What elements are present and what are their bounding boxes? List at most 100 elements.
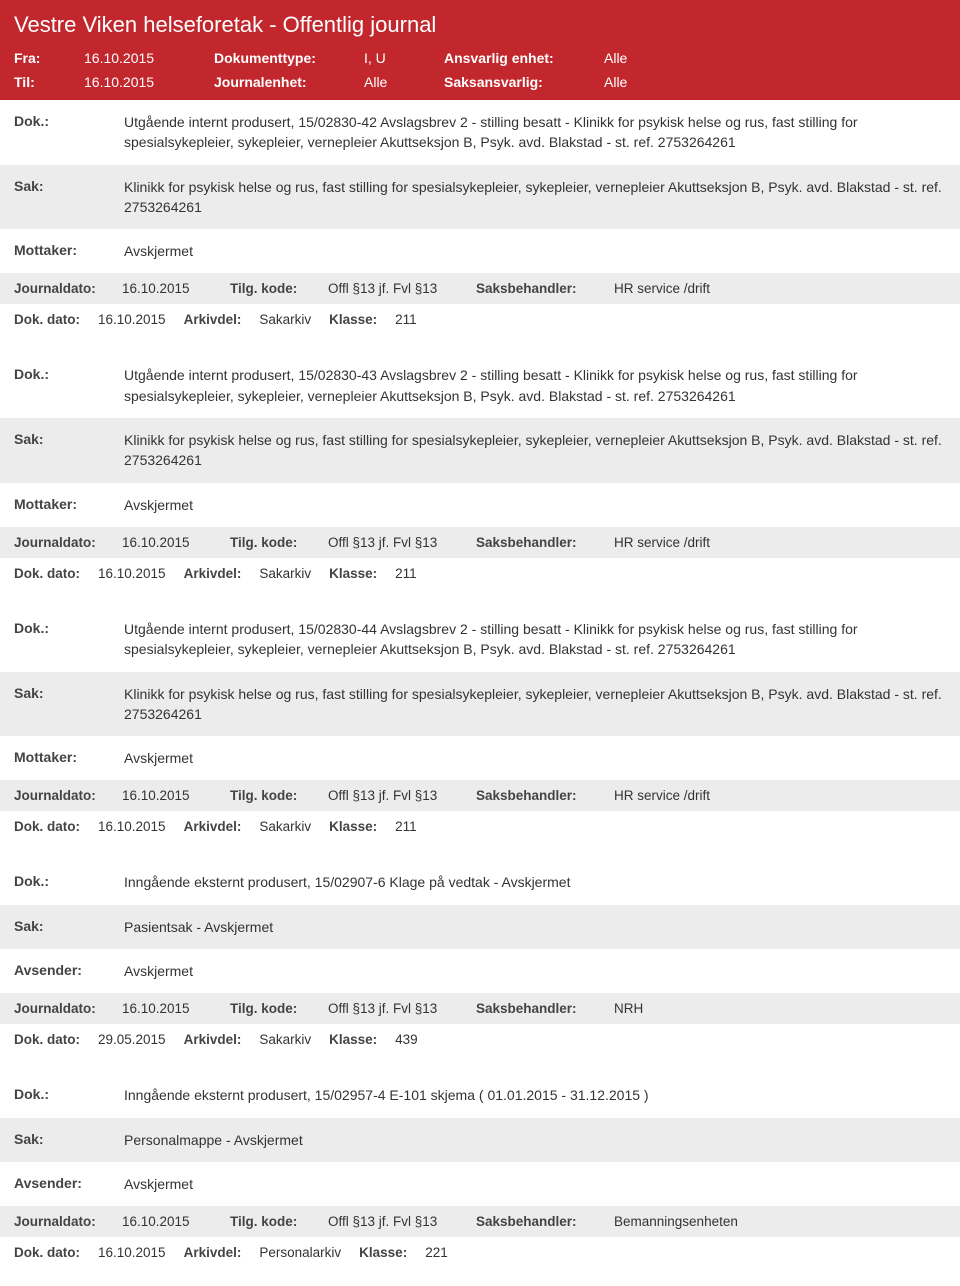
dokdato-label: Dok. dato: (14, 566, 80, 581)
journaldato-label: Journaldato: (14, 1001, 104, 1016)
dok-value: Utgående internt produsert, 15/02830-43 … (124, 365, 946, 406)
dokdato-row: Dok. dato: 16.10.2015 Arkivdel: Personal… (0, 1237, 960, 1268)
arkivdel-value: Sakarkiv (259, 819, 311, 834)
party-value: Avskjermet (124, 241, 946, 261)
dok-label: Dok.: (14, 365, 124, 382)
ansvarlig-value: Alle (604, 50, 627, 66)
saksansvarlig-label: Saksansvarlig: (444, 74, 604, 90)
fra-label: Fra: (14, 50, 84, 66)
dokdato-value: 16.10.2015 (98, 819, 166, 834)
meta-row-1: Fra: 16.10.2015 Dokumenttype: I, U Ansva… (0, 46, 960, 70)
arkivdel-value: Sakarkiv (259, 1032, 311, 1047)
party-label: Avsender: (14, 1174, 124, 1191)
tilgkode-label: Tilg. kode: (230, 788, 310, 803)
journaldato-value: 16.10.2015 (122, 1214, 212, 1229)
dok-value: Utgående internt produsert, 15/02830-44 … (124, 619, 946, 660)
sak-label: Sak: (14, 430, 124, 447)
saksbeh-label: Saksbehandler: (476, 1214, 596, 1229)
dokdato-value: 16.10.2015 (98, 312, 166, 327)
tilgkode-label: Tilg. kode: (230, 1001, 310, 1016)
arkivdel-value: Personalarkiv (259, 1245, 341, 1260)
dok-value: Utgående internt produsert, 15/02830-42 … (124, 112, 946, 153)
meta-row-2: Til: 16.10.2015 Journalenhet: Alle Saksa… (0, 70, 960, 94)
journaldato-value: 16.10.2015 (122, 281, 212, 296)
saksbeh-label: Saksbehandler: (476, 281, 596, 296)
journalenhet-value: Alle (364, 74, 444, 90)
dok-label: Dok.: (14, 112, 124, 129)
journaldato-value: 16.10.2015 (122, 788, 212, 803)
dok-value: Inngående eksternt produsert, 15/02907-6… (124, 872, 946, 892)
party-label: Avsender: (14, 961, 124, 978)
klasse-value: 211 (395, 312, 417, 327)
klasse-label: Klasse: (359, 1245, 407, 1260)
journaldato-label: Journaldato: (14, 1214, 104, 1229)
arkivdel-label: Arkivdel: (184, 312, 242, 327)
saksbeh-value: Bemanningsenheten (614, 1214, 738, 1229)
journal-row: Journaldato: 16.10.2015 Tilg. kode: Offl… (0, 527, 960, 558)
dokdato-row: Dok. dato: 16.10.2015 Arkivdel: Sakarkiv… (0, 558, 960, 589)
arkivdel-value: Sakarkiv (259, 312, 311, 327)
klasse-value: 439 (395, 1032, 418, 1047)
saksbeh-value: NRH (614, 1001, 643, 1016)
dok-label: Dok.: (14, 872, 124, 889)
sak-value: Klinikk for psykisk helse og rus, fast s… (124, 430, 946, 471)
arkivdel-label: Arkivdel: (184, 1032, 242, 1047)
dokdato-label: Dok. dato: (14, 1032, 80, 1047)
tilgkode-value: Offl §13 jf. Fvl §13 (328, 535, 458, 550)
journal-entry: Dok.: Utgående internt produsert, 15/028… (0, 607, 960, 842)
journalenhet-label: Journalenhet: (214, 74, 364, 90)
saksbeh-label: Saksbehandler: (476, 788, 596, 803)
arkivdel-label: Arkivdel: (184, 819, 242, 834)
sak-label: Sak: (14, 684, 124, 701)
journal-row: Journaldato: 16.10.2015 Tilg. kode: Offl… (0, 780, 960, 811)
tilgkode-label: Tilg. kode: (230, 281, 310, 296)
tilgkode-label: Tilg. kode: (230, 535, 310, 550)
til-value: 16.10.2015 (84, 74, 214, 90)
journaldato-value: 16.10.2015 (122, 1001, 212, 1016)
saksbeh-label: Saksbehandler: (476, 1001, 596, 1016)
journaldato-value: 16.10.2015 (122, 535, 212, 550)
journaldato-label: Journaldato: (14, 535, 104, 550)
sak-value: Klinikk for psykisk helse og rus, fast s… (124, 177, 946, 218)
tilgkode-value: Offl §13 jf. Fvl §13 (328, 1001, 458, 1016)
dokdato-label: Dok. dato: (14, 819, 80, 834)
sak-label: Sak: (14, 177, 124, 194)
journaldato-label: Journaldato: (14, 281, 104, 296)
tilgkode-label: Tilg. kode: (230, 1214, 310, 1229)
saksbeh-value: HR service /drift (614, 535, 710, 550)
til-label: Til: (14, 74, 84, 90)
saksbeh-value: HR service /drift (614, 788, 710, 803)
arkivdel-label: Arkivdel: (184, 1245, 242, 1260)
dokdato-value: 16.10.2015 (98, 1245, 166, 1260)
dok-value: Inngående eksternt produsert, 15/02957-4… (124, 1085, 946, 1105)
klasse-label: Klasse: (329, 1032, 377, 1047)
klasse-label: Klasse: (329, 566, 377, 581)
dokdato-value: 16.10.2015 (98, 566, 166, 581)
journal-entry: Dok.: Inngående eksternt produsert, 15/0… (0, 860, 960, 1055)
party-label: Mottaker: (14, 748, 124, 765)
sak-value: Personalmappe - Avskjermet (124, 1130, 946, 1150)
dok-label: Dok.: (14, 619, 124, 636)
dokdato-value: 29.05.2015 (98, 1032, 166, 1047)
journal-row: Journaldato: 16.10.2015 Tilg. kode: Offl… (0, 1206, 960, 1237)
doktype-label: Dokumenttype: (214, 50, 364, 66)
tilgkode-value: Offl §13 jf. Fvl §13 (328, 1214, 458, 1229)
sak-value: Pasientsak - Avskjermet (124, 917, 946, 937)
journal-entry: Dok.: Inngående eksternt produsert, 15/0… (0, 1073, 960, 1268)
saksansvarlig-value: Alle (604, 74, 627, 90)
party-value: Avskjermet (124, 961, 946, 981)
journaldato-label: Journaldato: (14, 788, 104, 803)
arkivdel-label: Arkivdel: (184, 566, 242, 581)
tilgkode-value: Offl §13 jf. Fvl §13 (328, 281, 458, 296)
page-title: Vestre Viken helseforetak - Offentlig jo… (0, 0, 960, 46)
sak-value: Klinikk for psykisk helse og rus, fast s… (124, 684, 946, 725)
ansvarlig-label: Ansvarlig enhet: (444, 50, 604, 66)
dok-label: Dok.: (14, 1085, 124, 1102)
party-label: Mottaker: (14, 495, 124, 512)
klasse-label: Klasse: (329, 819, 377, 834)
journal-entry: Dok.: Utgående internt produsert, 15/028… (0, 353, 960, 588)
party-value: Avskjermet (124, 495, 946, 515)
dokdato-label: Dok. dato: (14, 312, 80, 327)
arkivdel-value: Sakarkiv (259, 566, 311, 581)
klasse-value: 211 (395, 566, 417, 581)
